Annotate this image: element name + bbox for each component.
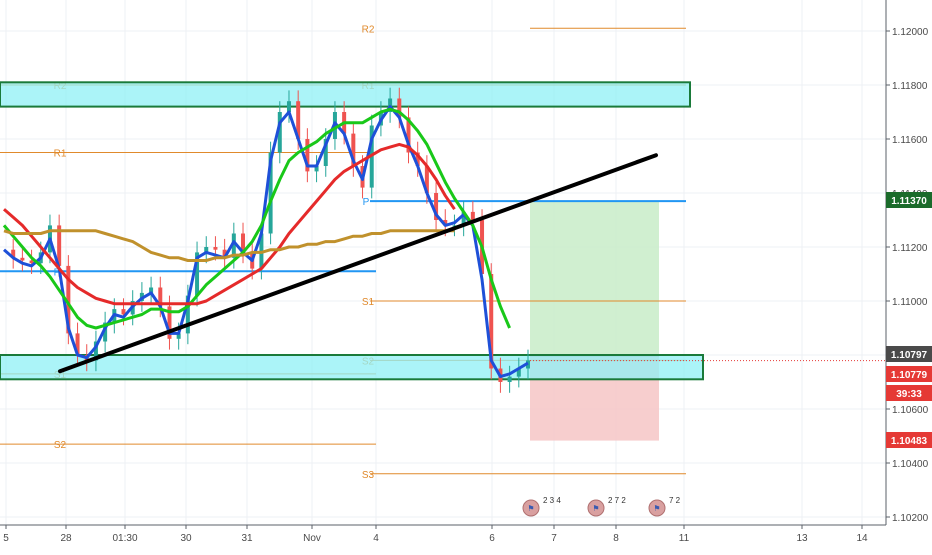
time-axis[interactable] bbox=[0, 525, 932, 550]
pivot-label-r2: R2 bbox=[362, 24, 375, 35]
us-flag-icon[interactable] bbox=[648, 499, 666, 517]
moving-average-4[interactable] bbox=[3, 229, 455, 262]
event-marker-label: 7 2 bbox=[669, 496, 681, 505]
price-tick-label: 1.10200 bbox=[892, 513, 929, 524]
candle-body[interactable] bbox=[213, 247, 218, 250]
pivot-label-s3: S3 bbox=[362, 470, 375, 481]
candle-body[interactable] bbox=[11, 249, 16, 258]
candle-body[interactable] bbox=[241, 233, 246, 253]
time-tick-label: 31 bbox=[241, 533, 253, 544]
candle-body[interactable] bbox=[323, 139, 328, 166]
time-tick-label: 6 bbox=[489, 533, 495, 544]
price-tick-label: 1.11600 bbox=[892, 135, 928, 146]
candle-body[interactable] bbox=[20, 257, 25, 261]
candle-body[interactable] bbox=[268, 152, 273, 234]
candle-body[interactable] bbox=[149, 287, 154, 293]
candle-body[interactable] bbox=[286, 101, 291, 112]
candle-body[interactable] bbox=[185, 295, 190, 334]
candle-body[interactable] bbox=[176, 333, 181, 339]
time-tick-label: 11 bbox=[679, 533, 690, 544]
time-tick-label: Nov bbox=[303, 533, 321, 544]
price-tick-label: 1.10600 bbox=[892, 405, 929, 416]
candle-body[interactable] bbox=[231, 233, 236, 258]
candle-body[interactable] bbox=[397, 98, 402, 118]
time-tick-label: 7 bbox=[551, 533, 557, 544]
time-tick-label: 8 bbox=[613, 533, 619, 544]
price-label-take-profit bbox=[886, 192, 932, 208]
price-tick-label: 1.11000 bbox=[892, 297, 928, 308]
price-label-entry bbox=[886, 346, 932, 362]
candle-body[interactable] bbox=[158, 287, 163, 307]
candle-body[interactable] bbox=[507, 376, 512, 382]
candle-body[interactable] bbox=[66, 265, 71, 334]
pivot-label-p: P bbox=[54, 267, 61, 278]
flag-glyph-icon: ⚑ bbox=[653, 504, 660, 513]
time-tick-label: 4 bbox=[373, 533, 379, 544]
price-tick-label: 1.12000 bbox=[892, 27, 929, 38]
candle-body[interactable] bbox=[424, 166, 429, 193]
time-tick-label: 30 bbox=[180, 533, 192, 544]
candle-body[interactable] bbox=[516, 368, 521, 377]
us-flag-icon[interactable] bbox=[587, 499, 605, 517]
price-label-countdown bbox=[886, 385, 932, 401]
resistance-zone[interactable] bbox=[0, 81, 691, 108]
candle-body[interactable] bbox=[314, 166, 319, 172]
price-label-text-stop-loss: 1.10483 bbox=[891, 436, 928, 447]
flag-glyph-icon: ⚑ bbox=[527, 504, 534, 513]
candle-body[interactable] bbox=[305, 139, 310, 172]
price-label-text-last-price: 1.10779 bbox=[891, 370, 928, 381]
candle-body[interactable] bbox=[296, 101, 301, 139]
price-label-stop-loss bbox=[886, 432, 932, 448]
time-tick-label: 14 bbox=[856, 533, 868, 544]
pivot-label-s2: S2 bbox=[54, 440, 67, 451]
pivot-label-s1: S1 bbox=[362, 297, 375, 308]
price-label-text-entry: 1.10797 bbox=[891, 350, 928, 361]
candle-body[interactable] bbox=[57, 225, 62, 266]
event-marker-label: 2 7 2 bbox=[608, 496, 626, 505]
candle-body[interactable] bbox=[75, 333, 80, 355]
price-label-text-take-profit: 1.11370 bbox=[891, 196, 927, 207]
take-profit-zone[interactable] bbox=[530, 201, 659, 356]
time-tick-label: 5 bbox=[3, 533, 9, 544]
candle-body[interactable] bbox=[406, 117, 411, 153]
price-tick-label: 1.11200 bbox=[892, 243, 928, 254]
pivot-label-p: P bbox=[363, 197, 370, 208]
time-tick-label: 28 bbox=[60, 533, 72, 544]
candle-body[interactable] bbox=[167, 306, 172, 339]
price-label-last-price bbox=[886, 366, 932, 382]
price-tick-label: 1.10400 bbox=[892, 459, 929, 470]
candle-body[interactable] bbox=[461, 211, 466, 226]
price-label-text-countdown: 39:33 bbox=[896, 389, 922, 400]
candle-body[interactable] bbox=[103, 322, 108, 342]
candle-body[interactable] bbox=[277, 112, 282, 153]
flag-glyph-icon: ⚑ bbox=[592, 504, 599, 513]
candle-body[interactable] bbox=[29, 260, 34, 264]
us-flag-icon[interactable] bbox=[522, 499, 540, 517]
pivot-label-r1: R1 bbox=[54, 149, 67, 160]
candle-body[interactable] bbox=[195, 252, 200, 296]
candle-body[interactable] bbox=[489, 274, 494, 369]
moving-average-2[interactable] bbox=[2, 107, 511, 330]
moving-average-1[interactable] bbox=[3, 105, 529, 379]
time-tick-label: 01:30 bbox=[112, 533, 137, 544]
event-marker-label: 2 3 4 bbox=[543, 496, 561, 505]
candle-body[interactable] bbox=[415, 152, 420, 167]
candle-body[interactable] bbox=[93, 341, 98, 361]
candle-body[interactable] bbox=[204, 247, 209, 253]
moving-average-3[interactable] bbox=[3, 142, 456, 306]
candle-body[interactable] bbox=[470, 211, 475, 220]
price-axis[interactable] bbox=[886, 0, 932, 550]
candle-body[interactable] bbox=[121, 309, 126, 315]
candle-body[interactable] bbox=[222, 249, 227, 258]
candle-body[interactable] bbox=[452, 225, 457, 227]
time-tick-label: 13 bbox=[796, 533, 808, 544]
candle-body[interactable] bbox=[351, 133, 356, 166]
support-zone[interactable] bbox=[0, 354, 704, 381]
candle-body[interactable] bbox=[443, 220, 448, 226]
candle-body[interactable] bbox=[434, 193, 439, 220]
trendline[interactable] bbox=[58, 153, 658, 374]
price-tick-label: 1.11800 bbox=[892, 81, 928, 92]
